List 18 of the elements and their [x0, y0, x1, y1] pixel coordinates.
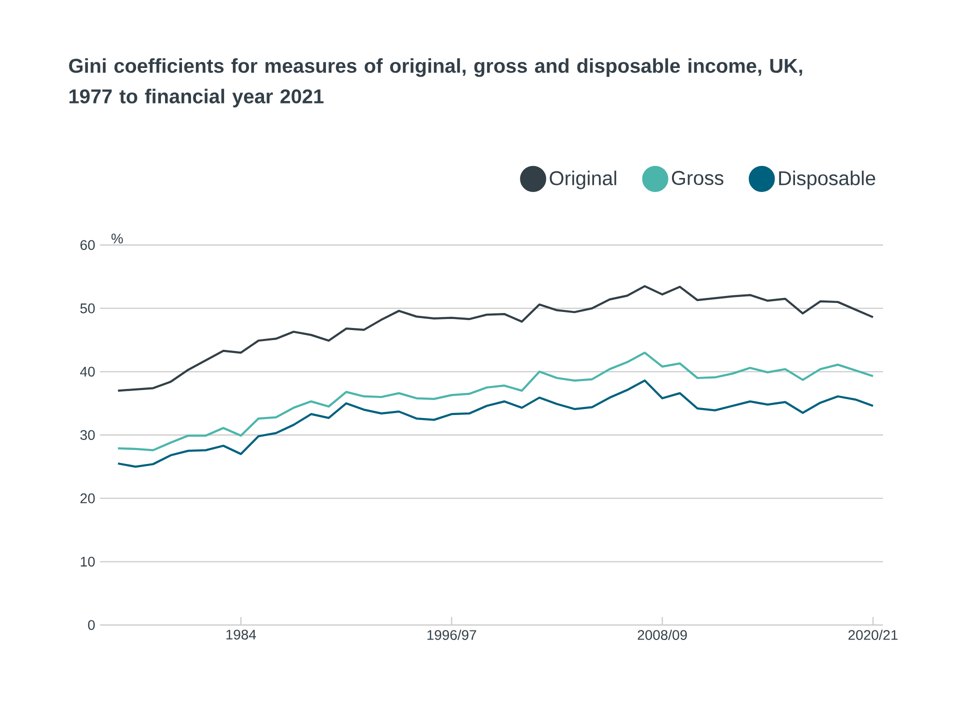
y-tick-label: 40	[80, 366, 95, 377]
y-tick-label: 0	[88, 620, 95, 630]
line-series	[116, 379, 874, 468]
y-tick-label: 60	[80, 240, 95, 250]
x-tick-label: 1996/97	[427, 630, 476, 640]
chart-title: Gini coefficients for measures of original, gross and disposable income, UK, 1977 to financial year 2021	[69, 58, 802, 108]
x-tick-label: 2020/21	[848, 630, 898, 640]
y-tick-label: 30	[80, 430, 95, 440]
y-tick-label: 50	[80, 303, 95, 314]
y-tick-label: 10	[80, 556, 95, 567]
legend-label: Original	[550, 170, 616, 190]
y-tick-label: 20	[80, 493, 95, 504]
y-axis-title: %	[111, 234, 123, 244]
line-series	[116, 352, 874, 452]
legend-label: Disposable	[779, 170, 876, 190]
x-tick-label: 2008/09	[638, 630, 687, 640]
legend-label: Gross	[672, 170, 724, 186]
x-tick-label: 1984	[226, 630, 256, 640]
